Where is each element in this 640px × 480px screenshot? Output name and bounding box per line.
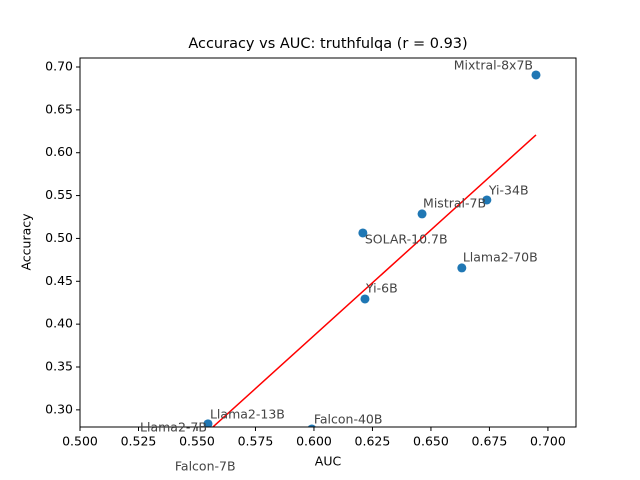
- point-label: SOLAR-10.7B: [365, 231, 448, 246]
- x-tick-label: 0.625: [355, 434, 391, 449]
- x-tick-label: 0.500: [62, 434, 98, 449]
- x-tick-label: 0.700: [530, 434, 566, 449]
- axes-frame: [79, 57, 577, 428]
- x-tick-label: 0.650: [413, 434, 449, 449]
- point-label: Llama2-70B: [463, 249, 538, 264]
- point-label: Falcon-7B: [175, 458, 236, 473]
- point-label: Mixtral-8x7B: [454, 57, 533, 72]
- y-tick-label: 0.70: [45, 59, 73, 74]
- x-axis-label: AUC: [315, 454, 342, 469]
- trend-line: [211, 134, 537, 427]
- x-tick-label: 0.575: [238, 434, 274, 449]
- point-label: Falcon-40B: [314, 411, 383, 426]
- y-tick-label: 0.55: [45, 187, 73, 202]
- point-label: Mistral-7B: [423, 195, 486, 210]
- point-label: Llama2-13B: [210, 406, 285, 421]
- plot-area: [203, 70, 541, 427]
- y-tick-label: 0.60: [45, 144, 73, 159]
- y-tick-label: 0.40: [45, 316, 73, 331]
- y-tick-label: 0.65: [45, 101, 73, 116]
- y-axis-label: Accuracy: [19, 213, 34, 271]
- point: [531, 70, 541, 80]
- point: [457, 263, 467, 273]
- point-label: Yi-34B: [488, 182, 529, 197]
- x-tick-label: 0.550: [179, 434, 215, 449]
- point: [203, 419, 213, 427]
- y-tick-label: 0.30: [45, 401, 73, 416]
- y-tick-label: 0.45: [45, 273, 73, 288]
- x-tick-label: 0.525: [121, 434, 157, 449]
- x-tick-label: 0.675: [472, 434, 508, 449]
- point: [358, 228, 368, 238]
- y-tick-label: 0.50: [45, 230, 73, 245]
- point-label: Llama2-7B: [140, 419, 207, 434]
- y-tick-label: 0.35: [45, 359, 73, 374]
- point: [360, 294, 370, 304]
- point-label: Yi-6B: [365, 280, 398, 295]
- point: [417, 209, 427, 219]
- point: [307, 424, 316, 427]
- point: [482, 195, 492, 205]
- chart-title: Accuracy vs AUC: truthfulqa (r = 0.93): [188, 36, 467, 52]
- x-tick-label: 0.600: [296, 434, 332, 449]
